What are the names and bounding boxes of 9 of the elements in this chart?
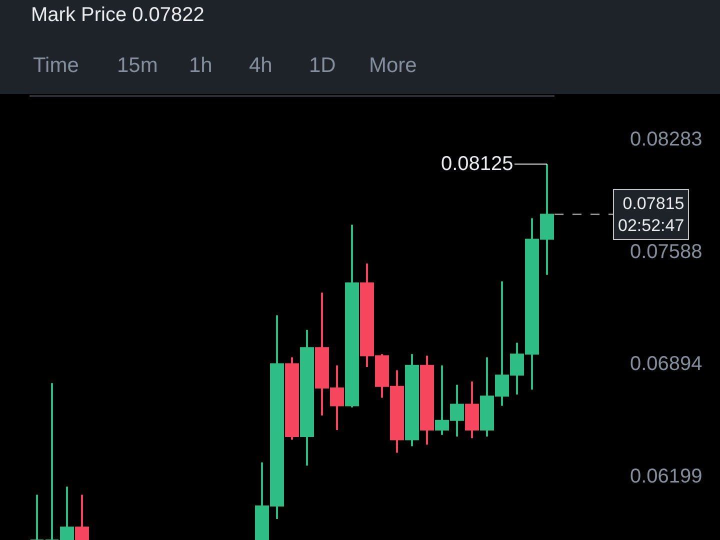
y-tick-label: 0.06199: [630, 465, 702, 488]
y-tick-label: 0.06894: [630, 353, 702, 376]
y-tick-label: 0.08283: [630, 128, 702, 151]
candlestick: [30, 494, 44, 540]
chart-title: Mark Price 0.07822: [31, 4, 204, 26]
y-tick-label: 0.07588: [630, 240, 702, 263]
ref-line-label: 0.07815 02:52:47: [618, 194, 684, 236]
annotation: 0.08125: [441, 153, 514, 175]
text: Time 15m 1h 4h 1D More: [33, 54, 417, 77]
